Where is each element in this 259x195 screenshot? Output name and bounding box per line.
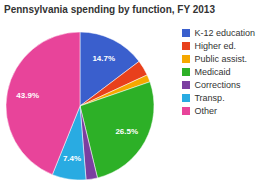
html-text:Transp.: Transp.: [194, 93, 225, 103]
html-text:K-12 education: K-12 education: [194, 28, 255, 38]
svg-text:14.7%: 14.7%: [92, 54, 115, 63]
html-text:Pennsylvania spending by funct: Pennsylvania spending by function, FY 20…: [4, 4, 215, 15]
svg-text:7.4%: 7.4%: [63, 154, 81, 163]
html-text:Medicaid: Medicaid: [194, 67, 231, 77]
html-text:Higher ed.: Higher ed.: [194, 41, 236, 51]
svg-text:26.5%: 26.5%: [115, 127, 138, 136]
html-text:Corrections: Corrections: [194, 80, 241, 90]
svg-text:43.9%: 43.9%: [16, 91, 39, 100]
html-text:Public assist.: Public assist.: [194, 54, 247, 64]
html-text:Other: Other: [194, 106, 217, 116]
